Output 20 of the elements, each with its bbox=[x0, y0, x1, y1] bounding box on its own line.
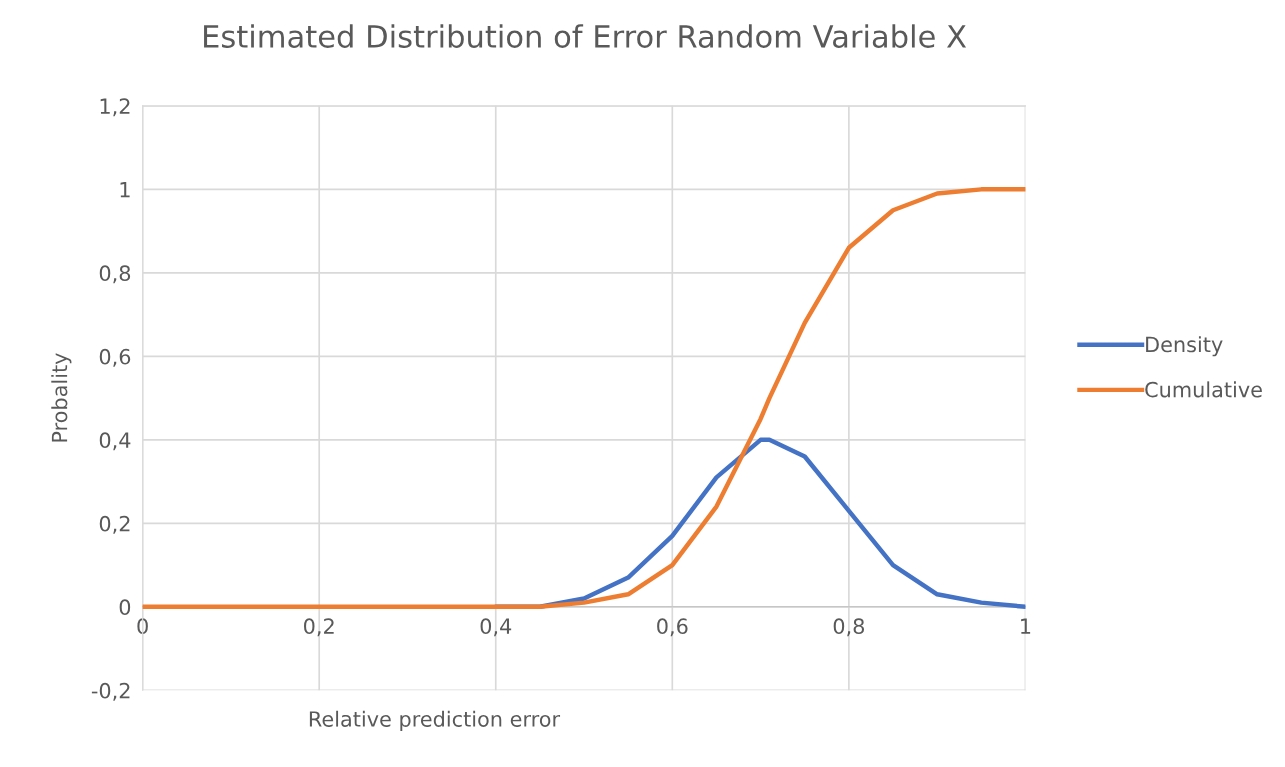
y-tick-label: 1 bbox=[120, 182, 130, 198]
x-tick-label: 0,8 bbox=[833, 618, 865, 637]
legend-label: Cumulative bbox=[1145, 381, 1262, 398]
y-tick-label: 0,6 bbox=[99, 348, 131, 367]
x-tick-label: 0,4 bbox=[480, 618, 512, 637]
x-axis-title: Relative prediction error bbox=[309, 710, 561, 731]
y-tick-label: 0,8 bbox=[99, 265, 131, 284]
y-tick-label: 0,2 bbox=[99, 515, 130, 534]
chart-title: Estimated Distribution of Error Random Variable X bbox=[204, 24, 967, 48]
x-tick-label: 0,6 bbox=[657, 618, 688, 637]
x-tick-label: 0,2 bbox=[304, 618, 334, 637]
y-axis-title: Probality bbox=[51, 353, 72, 442]
x-tick-label: 1 bbox=[1021, 618, 1031, 634]
y-tick-label: 0 bbox=[119, 599, 131, 616]
y-tick-label: 0,4 bbox=[99, 432, 131, 451]
x-tick-label: 0 bbox=[137, 618, 148, 635]
y-tick-label: -0,2 bbox=[91, 682, 130, 701]
legend-label: Density bbox=[1146, 336, 1223, 357]
y-tick-label: 1,2 bbox=[100, 98, 130, 117]
line-series bbox=[142, 187, 1026, 610]
